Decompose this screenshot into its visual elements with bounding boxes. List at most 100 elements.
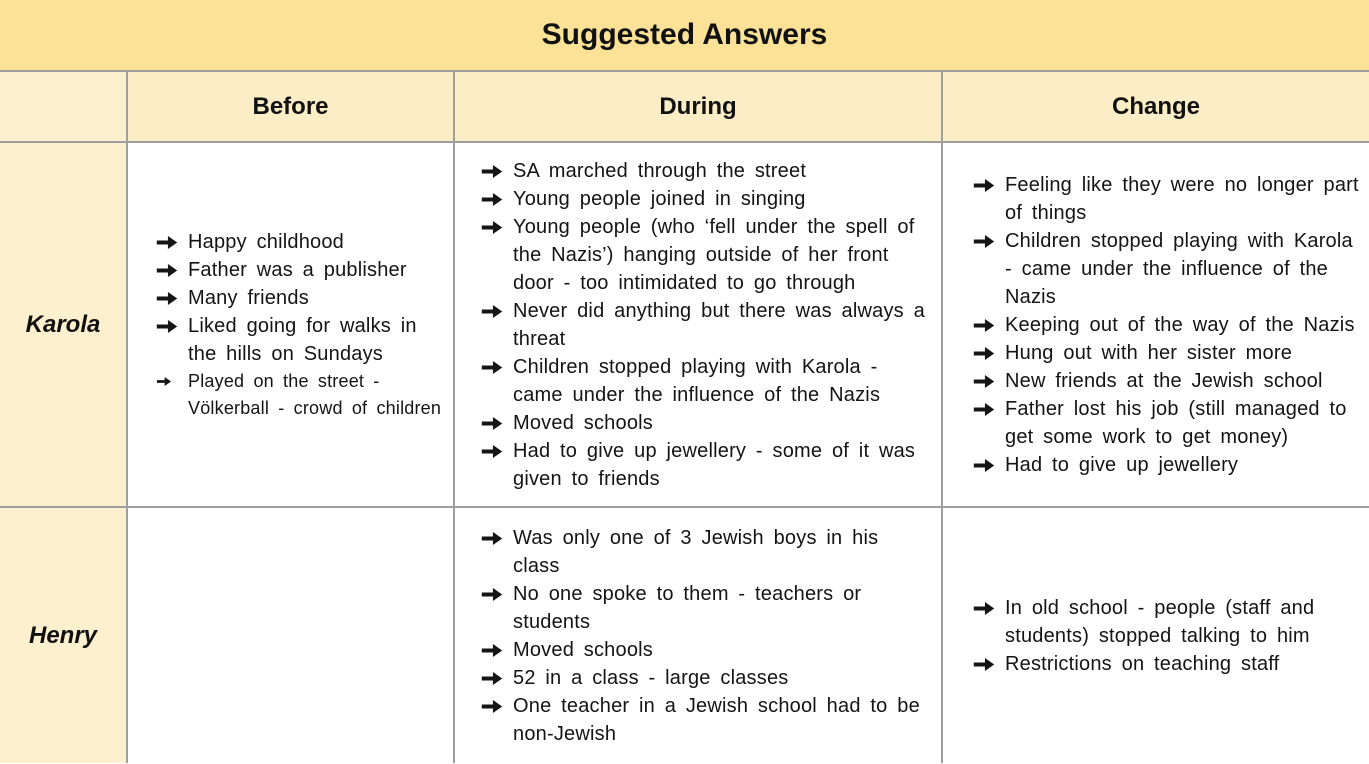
bullet-item: Keeping out of the way of the Nazis xyxy=(973,311,1363,339)
row-label-henry: Henry xyxy=(0,506,128,763)
bullet-item: 52 in a class - large classes xyxy=(481,664,925,692)
bullet-item: Moved schools xyxy=(481,409,925,437)
arrow-right-icon xyxy=(481,409,513,430)
arrow-right-icon xyxy=(156,228,188,249)
bullet-text: Father was a publisher xyxy=(188,258,407,281)
bullet-text: One teacher in a Jewish school had to be… xyxy=(513,694,920,745)
bullet-item: Happy childhood xyxy=(156,228,445,256)
arrow-right-icon xyxy=(481,692,513,713)
bullet-item: One teacher in a Jewish school had to be… xyxy=(481,692,925,748)
row-label-karola: Karola xyxy=(0,141,128,508)
arrow-right-icon xyxy=(156,284,188,305)
bullet-item: Had to give up jewellery - some of it wa… xyxy=(481,437,925,493)
cell-henry-during: Was only one of 3 Jewish boys in his cla… xyxy=(453,506,943,763)
bullet-list: Was only one of 3 Jewish boys in his cla… xyxy=(455,518,941,754)
table-row-henry: Henry Was only one of 3 Jewish boys in hi… xyxy=(0,506,1369,763)
table-row-karola: Karola Happy childhood Father was a publis… xyxy=(0,141,1369,508)
bullet-text: No one spoke to them - teachers or stude… xyxy=(513,582,862,633)
bullet-item: Had to give up jewellery xyxy=(973,451,1363,479)
arrow-right-icon xyxy=(481,580,513,601)
bullet-item: Was only one of 3 Jewish boys in his cla… xyxy=(481,524,925,580)
corner-cell xyxy=(0,70,128,143)
arrow-right-icon xyxy=(973,395,1005,416)
bullet-text: Keeping out of the way of the Nazis xyxy=(1005,313,1355,336)
bullet-text: Father lost his job (still managed to ge… xyxy=(1005,397,1347,448)
title-banner: Suggested Answers xyxy=(0,0,1369,70)
bullet-text: Was only one of 3 Jewish boys in his cla… xyxy=(513,526,879,577)
bullet-item: In old school - people (staff and studen… xyxy=(973,594,1363,650)
bullet-text: Feeling like they were no longer part of… xyxy=(1005,173,1359,224)
arrow-right-icon xyxy=(481,664,513,685)
bullet-item: Moved schools xyxy=(481,636,925,664)
cell-karola-during: SA marched through the street Young peopl… xyxy=(453,141,943,508)
arrow-right-icon xyxy=(156,368,188,386)
bullet-item: Children stopped playing with Karola - c… xyxy=(973,227,1363,311)
bullet-item: Feeling like they were no longer part of… xyxy=(973,171,1363,227)
bullet-item: New friends at the Jewish school xyxy=(973,367,1363,395)
bullet-list: Feeling like they were no longer part of… xyxy=(943,165,1369,485)
bullet-text: Young people (who ‘fell under the spell … xyxy=(513,215,915,294)
page-title: Suggested Answers xyxy=(541,18,828,51)
bullet-text: Liked going for walks in the hills on Su… xyxy=(188,314,417,365)
bullet-item: No one spoke to them - teachers or stude… xyxy=(481,580,925,636)
bullet-text: Moved schools xyxy=(513,411,653,434)
arrow-right-icon xyxy=(481,636,513,657)
column-header-during: During xyxy=(453,70,943,143)
bullet-item: SA marched through the street xyxy=(481,157,925,185)
bullet-text: New friends at the Jewish school xyxy=(1005,369,1323,392)
bullet-text: Children stopped playing with Karola - c… xyxy=(1005,229,1353,308)
bullet-item: Never did anything but there was always … xyxy=(481,297,925,353)
column-header-before: Before xyxy=(126,70,455,143)
cell-karola-before: Happy childhood Father was a publisher Man… xyxy=(126,141,455,508)
arrow-right-icon xyxy=(481,213,513,234)
bullet-item: Children stopped playing with Karola - c… xyxy=(481,353,925,409)
arrow-right-icon xyxy=(156,256,188,277)
bullet-text: Moved schools xyxy=(513,638,653,661)
cell-karola-change: Feeling like they were no longer part of… xyxy=(941,141,1369,508)
arrow-right-icon xyxy=(481,524,513,545)
bullet-text: Had to give up jewellery xyxy=(1005,453,1239,476)
answers-table: Before During Change Karola Happy childho… xyxy=(0,70,1369,763)
arrow-right-icon xyxy=(973,171,1005,192)
bullet-text: 52 in a class - large classes xyxy=(513,666,789,689)
header-row: Before During Change xyxy=(0,70,1369,143)
bullet-item: Liked going for walks in the hills on Su… xyxy=(156,312,445,368)
arrow-right-icon xyxy=(481,297,513,318)
arrow-right-icon xyxy=(973,311,1005,332)
arrow-right-icon xyxy=(481,353,513,374)
bullet-text: Had to give up jewellery - some of it wa… xyxy=(513,439,916,490)
bullet-item: Many friends xyxy=(156,284,445,312)
bullet-list: In old school - people (staff and studen… xyxy=(943,588,1369,684)
bullet-text: Children stopped playing with Karola - c… xyxy=(513,355,881,406)
bullet-item: Father lost his job (still managed to ge… xyxy=(973,395,1363,451)
arrow-right-icon xyxy=(973,451,1005,472)
table-body: Karola Happy childhood Father was a publis… xyxy=(0,141,1369,763)
bullet-text: Restrictions on teaching staff xyxy=(1005,652,1280,675)
bullet-list: SA marched through the street Young peopl… xyxy=(455,151,941,499)
arrow-right-icon xyxy=(481,185,513,206)
bullet-text: In old school - people (staff and studen… xyxy=(1005,596,1315,647)
cell-henry-before xyxy=(126,506,455,763)
bullet-text: SA marched through the street xyxy=(513,159,807,182)
arrow-right-icon xyxy=(156,312,188,333)
arrow-right-icon xyxy=(973,594,1005,615)
bullet-item: Restrictions on teaching staff xyxy=(973,650,1363,678)
column-header-change: Change xyxy=(941,70,1369,143)
bullet-item: Young people joined in singing xyxy=(481,185,925,213)
bullet-text: Many friends xyxy=(188,286,309,309)
arrow-right-icon xyxy=(973,650,1005,671)
bullet-item: Played on the street - Völkerball - crow… xyxy=(156,368,445,422)
bullet-text: Never did anything but there was always … xyxy=(513,299,925,350)
bullet-item: Father was a publisher xyxy=(156,256,445,284)
arrow-right-icon xyxy=(481,437,513,458)
bullet-item: Hung out with her sister more xyxy=(973,339,1363,367)
cell-henry-change: In old school - people (staff and studen… xyxy=(941,506,1369,763)
arrow-right-icon xyxy=(973,339,1005,360)
arrow-right-icon xyxy=(973,227,1005,248)
arrow-right-icon xyxy=(973,367,1005,388)
bullet-text: Played on the street - Völkerball - crow… xyxy=(188,370,442,418)
bullet-item: Young people (who ‘fell under the spell … xyxy=(481,213,925,297)
bullet-text: Happy childhood xyxy=(188,230,344,253)
arrow-right-icon xyxy=(481,157,513,178)
